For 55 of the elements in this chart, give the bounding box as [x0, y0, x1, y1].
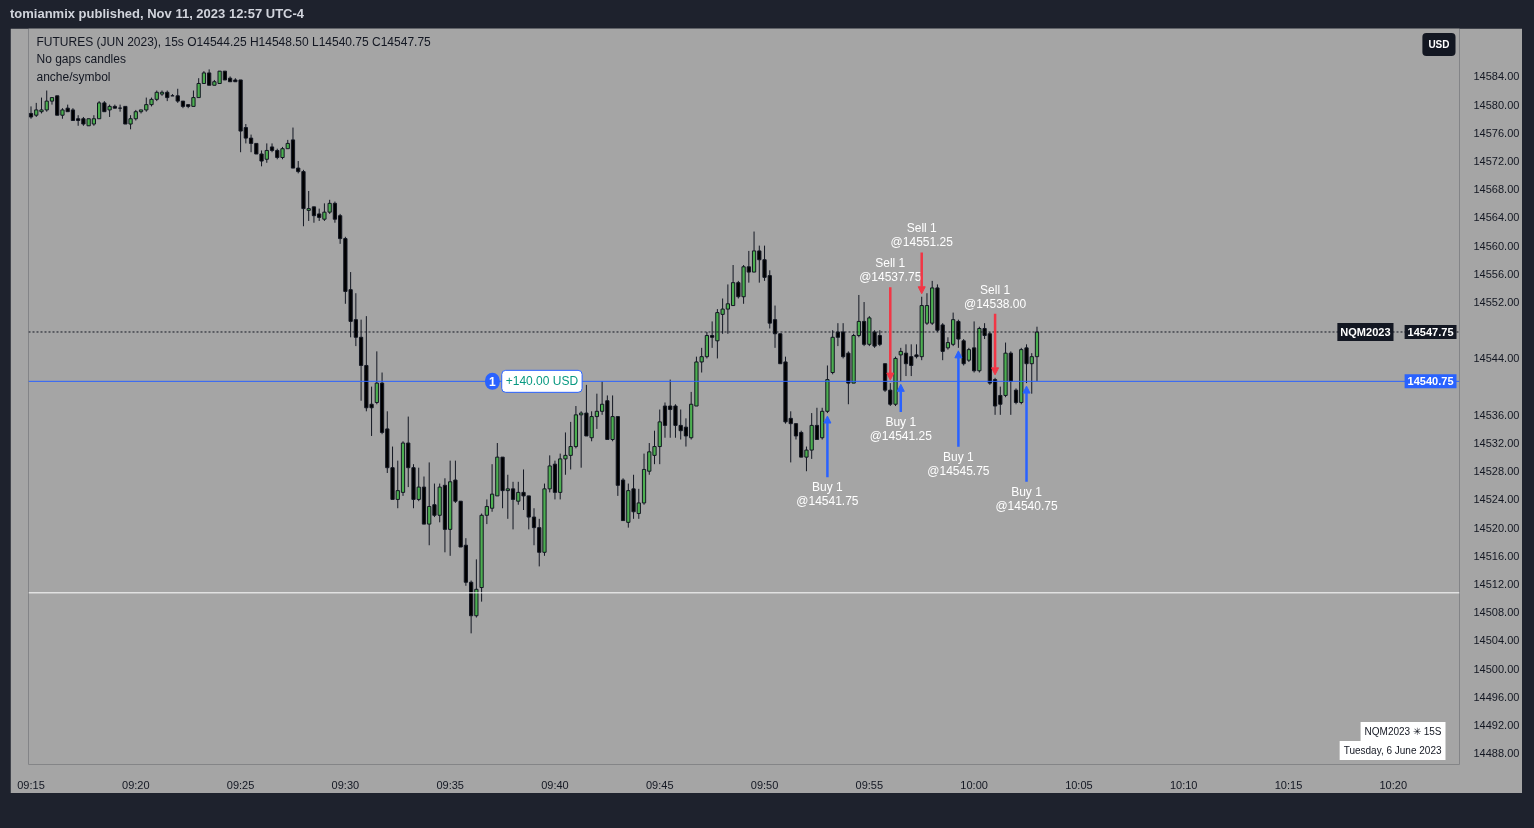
x-tick-label: 10:15	[1274, 778, 1303, 791]
y-tick-label: 14564.00	[1473, 211, 1520, 224]
text: FUTURES (JUN 2023), 15s O14544.25 H14548.50 L14540.75 C14547.75	[36, 34, 432, 49]
y-tick-label: 14516.00	[1473, 549, 1520, 562]
y-tick-label: 14560.00	[1473, 239, 1520, 252]
y-tick-label: 14556.00	[1473, 267, 1520, 280]
y-tick-label: 14528.00	[1473, 465, 1520, 478]
annotation: Sell 1 @14551.25	[890, 221, 954, 250]
ref-line-label: NQM2023	[1340, 325, 1391, 338]
annotation: anche/symbol	[36, 69, 111, 84]
annotation: Tuesday, 6 June 2023	[1343, 745, 1442, 756]
y-tick-label: 14580.00	[1473, 98, 1520, 111]
x-tick-label: 09:25	[226, 778, 255, 791]
y-tick-label: 14544.00	[1473, 352, 1520, 365]
y-tick-label: 14496.00	[1473, 690, 1520, 703]
y-tick-label: 14536.00	[1473, 408, 1520, 421]
annotation: Buy 1 @14545.75	[927, 449, 990, 478]
annotation: Buy 1 @14541.25	[869, 414, 933, 443]
y-tick-label: 14524.00	[1473, 493, 1520, 506]
annotation: 14540.75	[1407, 375, 1454, 388]
x-tick-label: 10:10	[1169, 778, 1198, 791]
x-tick-label: 09:30	[331, 778, 360, 791]
y-tick-label: 14572.00	[1473, 155, 1520, 168]
y-tick-label: 14576.00	[1473, 126, 1520, 139]
text: tomianmix published, Nov 11, 2023 12:57 UTC-4	[10, 5, 305, 23]
annotation: Buy 1 @14541.75	[796, 480, 859, 509]
y-tick-label: 14532.00	[1473, 437, 1520, 450]
x-tick-label: 09:35	[436, 778, 464, 791]
x-tick-label: 09:50	[750, 778, 779, 791]
y-tick-label: 14584.00	[1473, 70, 1520, 83]
y-tick-label: 14552.00	[1473, 296, 1520, 309]
x-tick-label: 10:20	[1379, 778, 1408, 791]
x-tick-label: 09:55	[855, 778, 884, 791]
y-tick-label: 14500.00	[1473, 662, 1520, 675]
x-tick-label: 09:40	[541, 778, 569, 791]
annotation: Sell 1 @14538.00	[963, 282, 1027, 311]
annotation: 1	[489, 374, 497, 389]
y-tick-label: 14488.00	[1473, 747, 1520, 760]
x-tick-label: 10:05	[1065, 778, 1093, 791]
y-tick-label: 14504.00	[1473, 634, 1520, 647]
y-tick-label: 14568.00	[1473, 183, 1520, 196]
y-tick-label: 14512.00	[1473, 578, 1520, 591]
y-tick-label: 14520.00	[1473, 521, 1520, 534]
annotation: NQM2023 ✳ 15S	[1364, 726, 1442, 737]
y-tick-label: 14508.00	[1473, 606, 1520, 619]
annotation: No gaps candles	[36, 52, 126, 66]
x-tick-label: 10:00	[960, 778, 988, 791]
x-tick-label: 09:45	[645, 778, 674, 791]
y-tick-label: 14492.00	[1473, 719, 1520, 732]
annotation: Buy 1 @14540.75	[995, 484, 1058, 513]
ref-line-label: +140.00 USD	[505, 374, 579, 389]
annotation: USD	[1428, 39, 1450, 50]
x-tick-label: 09:20	[122, 778, 150, 791]
annotation: 14547.75	[1407, 325, 1454, 338]
x-tick-label: 09:15	[17, 778, 45, 791]
